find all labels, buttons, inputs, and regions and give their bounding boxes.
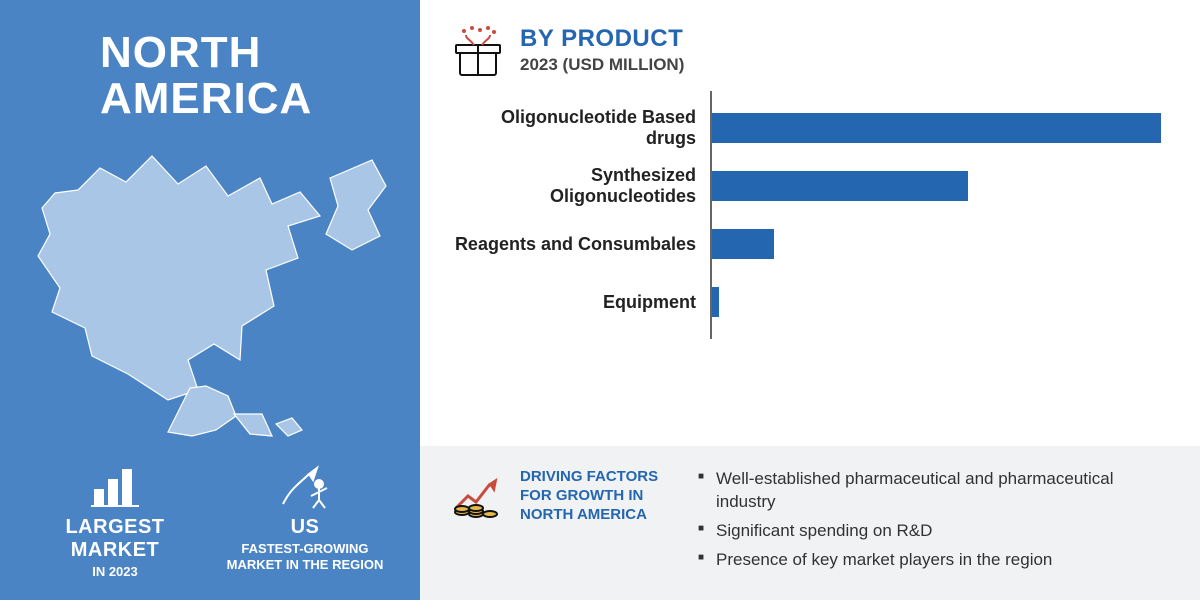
chart-title-block: BY PRODUCT 2023 (USD MILLION) — [520, 25, 684, 75]
bar — [710, 229, 774, 259]
chart-title: BY PRODUCT — [520, 25, 684, 53]
list-item: Well-established pharmaceutical and phar… — [698, 468, 1170, 514]
bar-track — [710, 157, 1170, 215]
bar-track — [710, 273, 1170, 331]
bar-track — [710, 99, 1170, 157]
bar-label: Oligonucleotide Based drugs — [450, 107, 710, 148]
bar-row: Oligonucleotide Based drugs — [450, 99, 1170, 157]
drivers-heading: DRIVING FACTORS FOR GROWTH IN NORTH AMER… — [520, 468, 680, 524]
axis-line — [710, 265, 712, 339]
stat-headline: US — [291, 516, 320, 539]
north-america-map-icon — [30, 138, 390, 438]
region-title-line2: AMERICA — [100, 74, 312, 123]
product-bar-chart: Oligonucleotide Based drugs Synthesized O… — [450, 99, 1170, 446]
bar-row: Synthesized Oligonucleotides — [450, 157, 1170, 215]
region-stats: LARGEST MARKET IN 2023 US FASTEST-GROWIN… — [25, 454, 395, 580]
drivers-panel: DRIVING FACTORS FOR GROWTH IN NORTH AMER… — [420, 446, 1200, 600]
list-item: Significant spending on R&D — [698, 520, 1170, 543]
right-panel: BY PRODUCT 2023 (USD MILLION) Oligonucle… — [420, 0, 1200, 600]
list-item: Presence of key market players in the re… — [698, 549, 1170, 572]
bar-track — [710, 215, 1170, 273]
bar — [710, 113, 1161, 143]
growth-person-icon — [277, 464, 333, 510]
drivers-list: Well-established pharmaceutical and phar… — [698, 468, 1170, 578]
region-title-line1: NORTH — [100, 28, 261, 77]
region-title: NORTH AMERICA — [100, 30, 395, 122]
bar-label: Synthesized Oligonucleotides — [450, 165, 710, 206]
chart-subtitle: 2023 (USD MILLION) — [520, 55, 684, 75]
product-box-icon — [450, 25, 506, 81]
bar-row: Reagents and Consumbales — [450, 215, 1170, 273]
bar-row: Equipment — [450, 273, 1170, 331]
stat-fastest-growing: US FASTEST-GROWING MARKET IN THE REGION — [215, 464, 395, 572]
growth-coins-icon — [450, 468, 502, 520]
map-north-america — [25, 122, 395, 454]
bar — [710, 171, 968, 201]
bar-chart-icon — [87, 464, 143, 510]
stat-subline: FASTEST-GROWING MARKET IN THE REGION — [227, 541, 384, 572]
stat-largest-market: LARGEST MARKET IN 2023 — [25, 464, 205, 580]
stat-subline: IN 2023 — [92, 564, 138, 580]
bar-label: Equipment — [450, 292, 710, 313]
chart-header: BY PRODUCT 2023 (USD MILLION) — [450, 25, 1170, 81]
region-panel: NORTH AMERICA — [0, 0, 420, 600]
stat-headline: LARGEST MARKET — [25, 516, 205, 562]
bar-label: Reagents and Consumbales — [450, 234, 710, 255]
